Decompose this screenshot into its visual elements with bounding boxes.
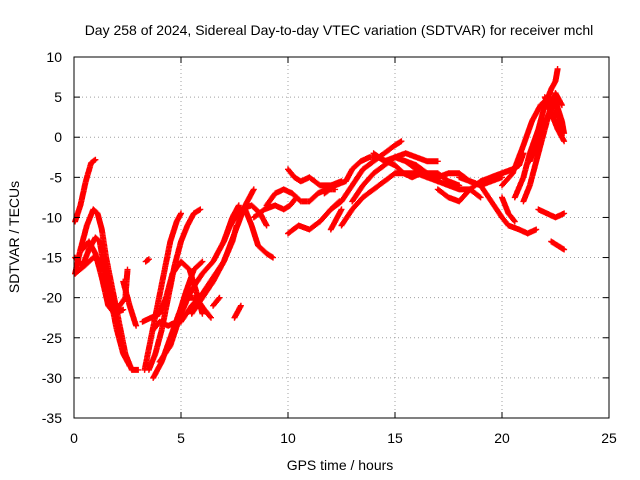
series-markers xyxy=(327,138,405,213)
series-markers xyxy=(250,194,300,221)
y-tick-label: -15 xyxy=(42,250,62,266)
series-markers xyxy=(142,256,152,265)
y-tick-label: 10 xyxy=(46,49,62,65)
series-markers xyxy=(327,206,345,233)
y-axis-label: SDTVAR / TECUs xyxy=(6,181,22,293)
ticks: 0 5 10 15 20 25 10 5 0 -5 -10 -15 -20 -25 -30 -35 xyxy=(42,49,617,446)
series-markers xyxy=(511,66,561,201)
y-tick-label: -5 xyxy=(50,169,63,185)
series-markers xyxy=(188,186,257,317)
y-tick-label: -35 xyxy=(42,410,62,426)
series-track-5 xyxy=(79,238,127,317)
series-track-15 xyxy=(188,186,257,317)
series-track-35 xyxy=(499,194,518,225)
x-tick-label: 25 xyxy=(601,430,617,446)
series-track-16 xyxy=(210,294,223,309)
x-tick-label: 5 xyxy=(177,430,185,446)
series-markers xyxy=(541,94,568,145)
x-tick-label: 10 xyxy=(280,430,296,446)
series-markers xyxy=(79,238,127,317)
y-tick-label: -30 xyxy=(42,370,62,386)
series-track-41 xyxy=(535,206,568,221)
y-tick-label: -25 xyxy=(42,330,62,346)
x-tick-label: 20 xyxy=(494,430,510,446)
y-tick-label: -10 xyxy=(42,209,62,225)
y-tick-label: 0 xyxy=(54,129,62,145)
series-track-19 xyxy=(231,302,244,321)
series-track-7 xyxy=(142,256,152,265)
series-track-1 xyxy=(72,156,99,225)
series-markers xyxy=(210,294,223,309)
series-track-34 xyxy=(477,182,540,237)
series-track-6 xyxy=(120,278,140,329)
series-layer xyxy=(72,66,568,381)
chart-title: Day 258 of 2024, Sidereal Day-to-day VTE… xyxy=(85,22,594,38)
y-tick-label: 5 xyxy=(54,89,62,105)
series-markers xyxy=(227,202,270,229)
series-markers xyxy=(120,278,140,329)
series-markers xyxy=(231,302,244,321)
series-track-18 xyxy=(227,202,270,229)
series-track-24 xyxy=(327,206,345,233)
series-markers xyxy=(535,206,568,221)
series-track-20 xyxy=(250,194,300,221)
series-track-42 xyxy=(548,238,568,253)
series-markers xyxy=(477,182,540,237)
series-track-37 xyxy=(511,66,561,201)
series-markers xyxy=(548,238,568,253)
x-tick-label: 15 xyxy=(387,430,403,446)
x-axis-label: GPS time / hours xyxy=(287,457,394,473)
y-tick-label: -20 xyxy=(42,290,62,306)
series-markers xyxy=(499,194,518,225)
series-track-27 xyxy=(327,138,405,213)
plot-frame xyxy=(73,56,610,419)
x-tick-label: 0 xyxy=(70,430,78,446)
series-track-40 xyxy=(541,94,568,145)
grid xyxy=(74,57,609,418)
series-markers xyxy=(72,156,99,225)
